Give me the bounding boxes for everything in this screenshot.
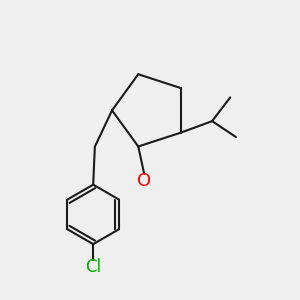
Text: O: O [137, 172, 151, 190]
Text: Cl: Cl [85, 258, 101, 276]
